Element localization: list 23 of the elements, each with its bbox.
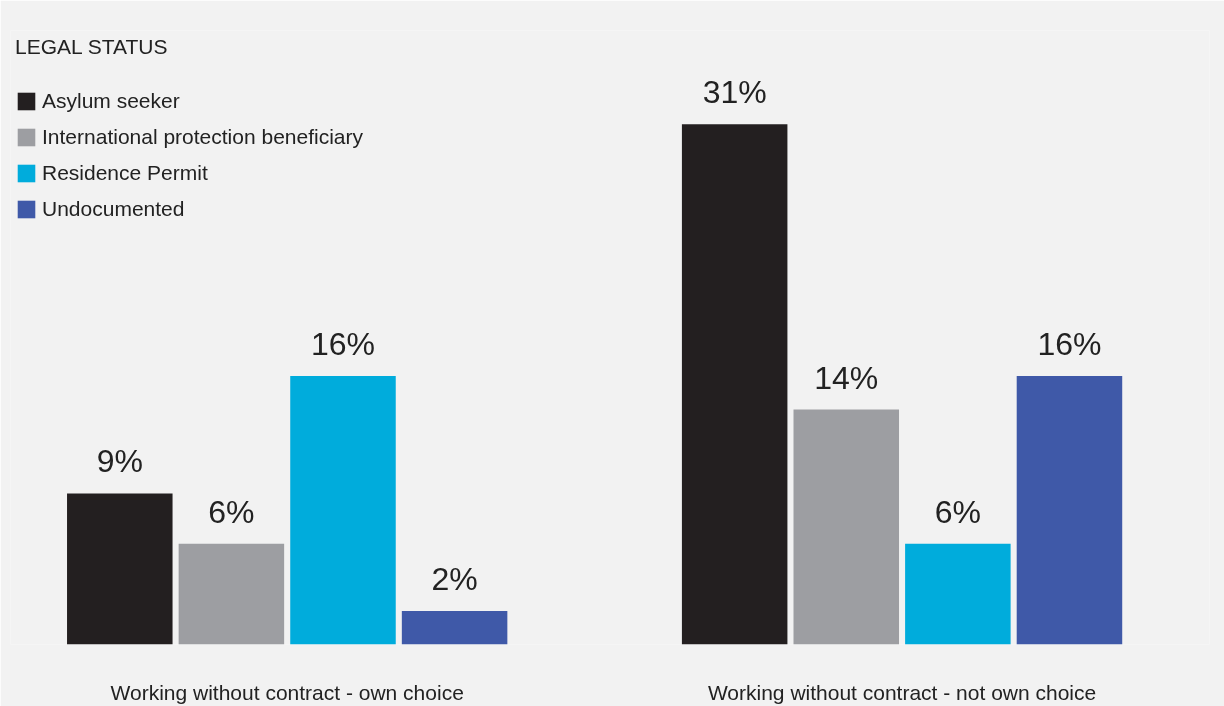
legend-title: LEGAL STATUS xyxy=(15,35,169,59)
legend-label: Asylum seeker xyxy=(42,89,180,113)
data-label: 2% xyxy=(431,560,478,597)
bar xyxy=(793,409,900,645)
data-label: 31% xyxy=(702,74,767,111)
data-label: 14% xyxy=(814,359,879,396)
bar xyxy=(290,375,396,645)
legend-label: Undocumented xyxy=(42,197,185,221)
bar xyxy=(905,543,1011,645)
bar xyxy=(681,124,788,645)
bar xyxy=(1016,375,1123,645)
legend-label: Residence Permit xyxy=(42,161,208,185)
data-label: 16% xyxy=(310,325,376,362)
data-label: 6% xyxy=(208,493,255,530)
bar xyxy=(401,610,508,645)
data-label: 9% xyxy=(96,443,143,480)
x-tick-label: Working without contract - own choice xyxy=(110,680,464,704)
data-label: 16% xyxy=(1037,325,1102,362)
legend-label: International protection beneficiary xyxy=(42,125,364,149)
bar xyxy=(178,543,285,645)
x-tick-label: Working without contract - not own choice xyxy=(707,680,1097,704)
data-label: 6% xyxy=(934,493,981,530)
bar xyxy=(67,493,173,645)
